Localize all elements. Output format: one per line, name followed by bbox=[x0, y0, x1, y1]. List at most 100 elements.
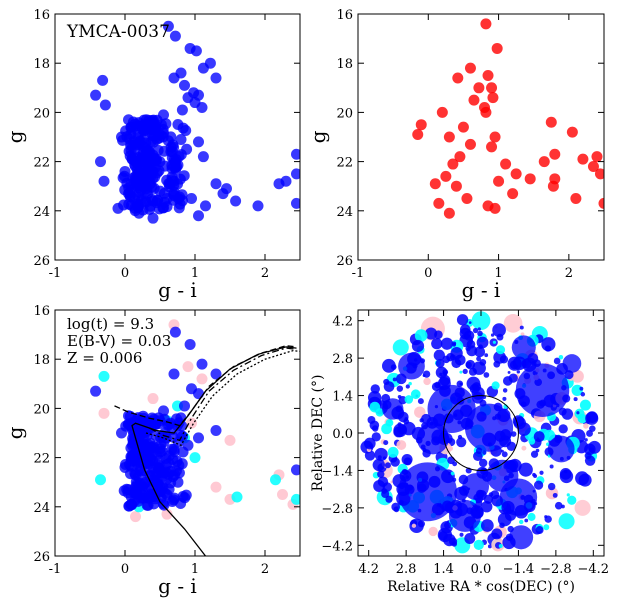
x-tick-label: 1.4 bbox=[433, 562, 454, 577]
field-point bbox=[415, 119, 427, 131]
stars-point bbox=[139, 170, 151, 182]
y-tick-label: 16 bbox=[33, 304, 50, 319]
sky-star bbox=[588, 447, 595, 453]
sky-star bbox=[422, 370, 431, 378]
stars-point bbox=[144, 157, 156, 169]
members-point bbox=[151, 478, 163, 490]
stars-point bbox=[147, 212, 159, 224]
sky-star bbox=[559, 468, 572, 480]
pink-point bbox=[196, 373, 208, 385]
member-star-blob bbox=[416, 422, 449, 455]
sky-star bbox=[392, 377, 397, 382]
sky-star bbox=[490, 333, 495, 337]
sky-star bbox=[383, 381, 395, 392]
pink-point bbox=[98, 407, 110, 419]
sky-star bbox=[370, 384, 380, 394]
field-point bbox=[461, 193, 473, 204]
y-tick-label: −2.8 bbox=[321, 502, 353, 517]
plot-area bbox=[90, 319, 300, 556]
sky-star bbox=[435, 358, 445, 368]
field-point bbox=[547, 180, 559, 192]
sky-star bbox=[570, 369, 584, 383]
field-point bbox=[577, 153, 589, 165]
cyan-point bbox=[189, 452, 201, 464]
sky-star bbox=[382, 358, 396, 373]
y-tick-label: 16 bbox=[33, 8, 50, 23]
stars-point bbox=[132, 132, 144, 144]
sky-star bbox=[482, 450, 487, 455]
y-tick-label: 22 bbox=[33, 156, 50, 171]
cyan-star-blob bbox=[392, 339, 409, 356]
sky-star bbox=[393, 423, 408, 438]
member-star-blob bbox=[511, 335, 536, 360]
sky-star bbox=[499, 522, 505, 529]
cluster-radius-circle bbox=[443, 395, 519, 471]
x-tick-label: 2 bbox=[565, 266, 573, 281]
sky-star bbox=[417, 520, 426, 528]
sky-star bbox=[449, 354, 456, 361]
stars-point bbox=[95, 156, 106, 168]
stars-point bbox=[98, 175, 110, 187]
sky-star bbox=[396, 440, 407, 450]
sky-star bbox=[519, 325, 524, 330]
stars-point bbox=[168, 72, 180, 84]
sky-star bbox=[558, 355, 564, 360]
members-point bbox=[169, 326, 181, 338]
plot-area bbox=[412, 18, 604, 219]
sky-star bbox=[573, 397, 578, 402]
sky-star bbox=[519, 519, 524, 525]
x-tick-label: 0 bbox=[424, 266, 432, 281]
sky-star bbox=[561, 408, 574, 420]
stars-point bbox=[291, 197, 300, 209]
field-point bbox=[487, 92, 499, 104]
x-tick-label: 1 bbox=[191, 562, 199, 577]
y-axis-label: g bbox=[3, 130, 27, 143]
sky-star bbox=[459, 370, 463, 374]
field-point bbox=[594, 168, 604, 180]
pink-point bbox=[277, 489, 288, 500]
sky-star bbox=[396, 385, 404, 392]
ticks: -1 0 1 2 16 18 20 22 24 26 bbox=[33, 8, 300, 281]
members-point bbox=[184, 338, 196, 350]
sky-star bbox=[414, 329, 428, 342]
x-tick-label: 1 bbox=[494, 266, 502, 281]
y-tick-label: 18 bbox=[33, 57, 50, 72]
y-axis-label: g bbox=[306, 130, 330, 143]
sky-star bbox=[544, 345, 552, 352]
members-point bbox=[131, 455, 143, 467]
sky-star bbox=[507, 370, 511, 374]
y-tick-label: 20 bbox=[336, 106, 353, 121]
stars-point bbox=[158, 187, 170, 199]
field-point bbox=[412, 129, 424, 141]
sky-star bbox=[384, 462, 391, 469]
y-tick-label: 0.0 bbox=[332, 427, 353, 442]
sky-star bbox=[444, 521, 452, 529]
stars-point bbox=[136, 152, 148, 164]
stars-point bbox=[291, 168, 300, 180]
stars-point bbox=[165, 146, 177, 158]
y-tick-label: 18 bbox=[336, 57, 353, 72]
sky-star bbox=[408, 381, 412, 386]
members-point bbox=[155, 438, 167, 450]
x-tick-label: −4.2 bbox=[578, 562, 610, 577]
member-star-blob bbox=[382, 398, 404, 420]
stars-point bbox=[175, 133, 187, 145]
sky-star bbox=[471, 382, 482, 392]
members-point bbox=[163, 483, 175, 495]
field-point bbox=[524, 173, 536, 185]
stars-point bbox=[193, 210, 204, 222]
sky-star bbox=[518, 462, 533, 477]
members-point bbox=[210, 425, 222, 437]
sky-star bbox=[477, 330, 483, 337]
x-tick-label: 2 bbox=[261, 266, 269, 281]
stars-point bbox=[162, 20, 174, 32]
stars-point bbox=[131, 180, 143, 192]
sky-star bbox=[433, 349, 445, 361]
member-star-blob bbox=[427, 384, 476, 433]
field-point bbox=[489, 131, 501, 143]
field-point bbox=[440, 170, 452, 182]
sky-star bbox=[473, 539, 484, 551]
sky-star bbox=[488, 492, 494, 497]
field-point bbox=[570, 193, 582, 204]
sky-star bbox=[456, 437, 467, 448]
